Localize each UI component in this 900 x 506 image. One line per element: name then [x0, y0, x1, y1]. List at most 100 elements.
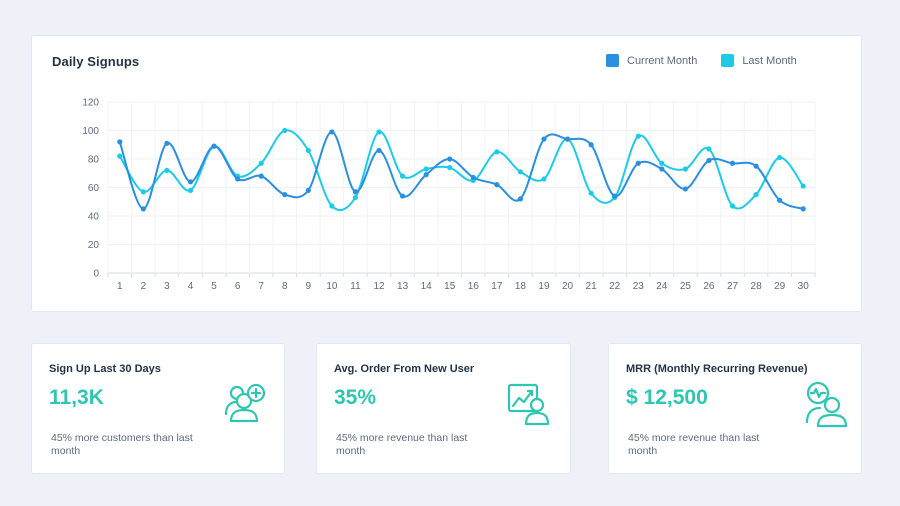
- data-point-current-month: [541, 136, 547, 142]
- data-point-last-month: [494, 149, 500, 155]
- x-tick-label: 17: [491, 281, 503, 292]
- data-point-current-month: [659, 166, 665, 172]
- data-point-current-month: [282, 192, 288, 198]
- x-tick-label: 8: [282, 281, 288, 292]
- legend-item-current-month[interactable]: Current Month: [606, 54, 697, 67]
- x-tick-label: 21: [586, 281, 598, 292]
- x-tick-label: 6: [235, 281, 241, 292]
- x-tick-label: 3: [164, 281, 170, 292]
- x-tick-label: 24: [656, 281, 668, 292]
- x-tick-label: 23: [633, 281, 645, 292]
- x-tick-label: 18: [515, 281, 527, 292]
- y-tick-label: 100: [82, 126, 99, 137]
- data-point-current-month: [329, 129, 335, 135]
- x-tick-label: 20: [562, 281, 574, 292]
- data-point-last-month: [423, 166, 429, 172]
- x-tick-label: 5: [211, 281, 217, 292]
- legend-item-last-month[interactable]: Last Month: [721, 54, 797, 67]
- x-tick-label: 26: [703, 281, 715, 292]
- stat-value: $ 12,500: [626, 386, 708, 409]
- x-tick-label: 15: [444, 281, 456, 292]
- data-point-current-month: [376, 147, 382, 154]
- data-point-current-month: [117, 139, 123, 145]
- data-point-current-month: [729, 160, 736, 166]
- data-point-current-month: [305, 187, 311, 193]
- data-point-current-month: [517, 196, 524, 202]
- x-tick-label: 11: [350, 281, 361, 292]
- x-tick-label: 22: [609, 281, 621, 292]
- x-tick-label: 1: [117, 281, 123, 292]
- data-point-last-month: [399, 173, 406, 179]
- data-point-current-month: [187, 179, 194, 185]
- data-point-current-month: [140, 206, 146, 212]
- data-point-last-month: [682, 166, 688, 172]
- y-tick-label: 120: [82, 98, 99, 109]
- x-tick-label: 29: [774, 281, 786, 292]
- x-tick-label: 10: [326, 281, 338, 292]
- stat-title: Avg. Order From New User: [334, 363, 475, 375]
- x-tick-label: 27: [727, 281, 739, 292]
- data-point-last-month: [800, 183, 806, 189]
- data-point-last-month: [164, 167, 170, 173]
- x-tick-label: 19: [538, 281, 550, 292]
- stat-title: Sign Up Last 30 Days: [49, 363, 161, 375]
- data-point-last-month: [258, 160, 264, 166]
- x-tick-label: 12: [373, 281, 385, 292]
- chart-legend: Current Month Last Month: [606, 54, 821, 67]
- legend-label: Last Month: [742, 54, 797, 67]
- x-tick-label: 28: [751, 281, 763, 292]
- data-point-current-month: [635, 160, 641, 166]
- stat-card-avg-order: Avg. Order From New User 35% 45% more re…: [316, 343, 571, 474]
- data-point-current-month: [682, 186, 688, 192]
- x-tick-label: 7: [258, 281, 264, 292]
- chart-title: Daily Signups: [52, 54, 140, 69]
- data-point-current-month: [399, 193, 406, 199]
- x-tick-label: 13: [397, 281, 409, 292]
- data-point-last-month: [635, 133, 641, 139]
- data-point-current-month: [470, 174, 476, 181]
- data-point-last-month: [117, 153, 123, 159]
- data-point-last-month: [517, 169, 524, 175]
- data-point-current-month: [235, 176, 241, 182]
- stat-note: 45% more customers than last month: [51, 432, 193, 457]
- x-tick-label: 14: [421, 281, 433, 292]
- data-point-current-month: [564, 136, 571, 142]
- data-point-current-month: [612, 193, 618, 199]
- legend-swatch-last-month: [721, 54, 735, 67]
- data-point-last-month: [352, 194, 359, 201]
- stat-value: 35%: [334, 386, 377, 409]
- data-point-last-month: [282, 127, 288, 134]
- data-point-current-month: [447, 156, 453, 162]
- data-point-current-month: [352, 189, 359, 195]
- data-point-current-month: [588, 142, 594, 148]
- users-pulse-icon: [805, 381, 848, 428]
- data-point-current-month: [494, 182, 500, 188]
- y-tick-label: 20: [88, 240, 100, 251]
- data-point-last-month: [706, 146, 712, 152]
- data-point-last-month: [140, 189, 146, 195]
- data-point-current-month: [706, 157, 712, 164]
- y-tick-label: 80: [88, 155, 100, 166]
- data-point-current-month: [258, 173, 264, 179]
- data-point-last-month: [329, 203, 335, 209]
- x-tick-label: 2: [141, 281, 147, 292]
- data-point-last-month: [447, 164, 453, 171]
- data-point-last-month: [753, 192, 759, 198]
- x-tick-label: 30: [798, 281, 810, 292]
- user-growth-chart-icon: [507, 383, 550, 426]
- data-point-last-month: [541, 176, 547, 182]
- data-point-current-month: [800, 206, 806, 212]
- add-user-icon: [224, 383, 266, 423]
- x-tick-label: 9: [306, 281, 312, 292]
- daily-signups-card: 0 20 40 60 80 100 120 1 2 3 4 5 6 7 8 9 10 11 12 13 14 15 16 17…: [31, 35, 862, 312]
- stat-value: 11,3K: [49, 386, 104, 409]
- stat-card-signups: Sign Up Last 30 Days 11,3K 45% more cust…: [31, 343, 285, 474]
- y-tick-label: 60: [88, 183, 100, 194]
- data-point-last-month: [305, 147, 311, 154]
- data-point-last-month: [659, 160, 665, 166]
- data-point-current-month: [753, 163, 759, 169]
- x-tick-label: 16: [468, 281, 480, 292]
- data-point-last-month: [376, 129, 382, 135]
- data-point-current-month: [777, 197, 783, 203]
